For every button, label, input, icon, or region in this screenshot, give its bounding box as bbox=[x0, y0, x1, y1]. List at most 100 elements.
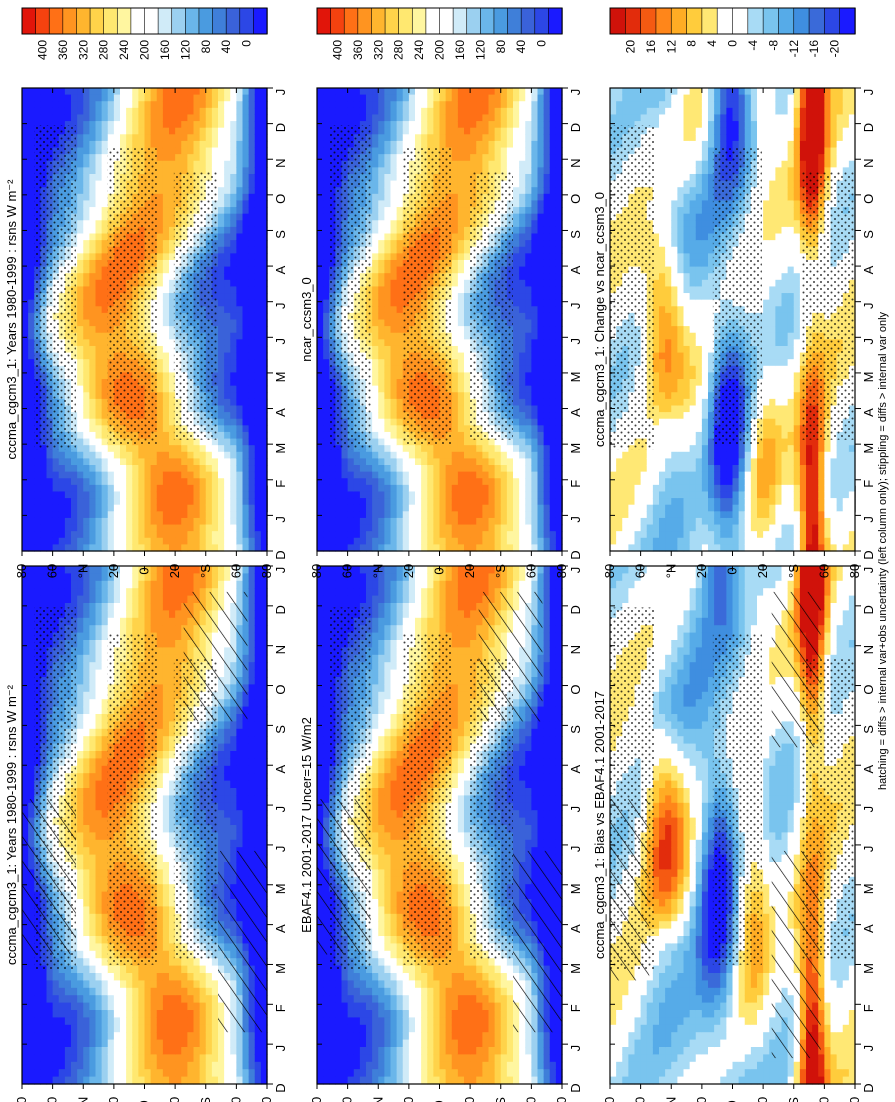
heat-cell bbox=[95, 832, 103, 841]
heat-cell bbox=[89, 773, 97, 782]
heat-cell bbox=[89, 451, 97, 459]
heat-cell bbox=[46, 121, 54, 129]
heat-cell bbox=[89, 127, 97, 135]
heat-cell bbox=[95, 458, 103, 466]
heat-cell bbox=[138, 478, 146, 486]
heat-cell bbox=[77, 751, 84, 759]
heat-cell bbox=[150, 517, 158, 526]
heat-cell bbox=[156, 684, 164, 693]
heat-cell bbox=[126, 1047, 133, 1055]
heat-cell bbox=[162, 484, 170, 493]
heat-cell bbox=[138, 1017, 146, 1026]
heat-cell bbox=[22, 88, 29, 96]
heat-cell bbox=[89, 654, 97, 663]
heat-cell bbox=[150, 140, 158, 149]
heat-cell bbox=[28, 180, 35, 188]
time-tick-label: J bbox=[273, 806, 288, 813]
heat-cell bbox=[52, 121, 60, 129]
heat-cell bbox=[162, 445, 170, 453]
heat-cell bbox=[89, 721, 97, 730]
heat-cell bbox=[58, 498, 66, 506]
heat-cell bbox=[169, 471, 176, 479]
heat-cell bbox=[260, 758, 268, 767]
heat-cell bbox=[77, 1076, 84, 1085]
heat-cell bbox=[34, 566, 41, 574]
heat-cell bbox=[156, 699, 164, 708]
heat-cell bbox=[77, 498, 84, 506]
heat-cell bbox=[199, 1061, 207, 1070]
lat-tick-label: 20 bbox=[167, 1097, 182, 1102]
heat-cell bbox=[254, 765, 262, 774]
heat-cell bbox=[28, 1032, 35, 1041]
heat-cell bbox=[162, 511, 170, 519]
heat-cell bbox=[89, 471, 97, 479]
heat-cell bbox=[83, 458, 90, 466]
heat-cell bbox=[71, 121, 78, 129]
heat-cell bbox=[169, 1010, 176, 1018]
heat-cell bbox=[254, 566, 262, 574]
heat-cell bbox=[101, 412, 109, 420]
heat-cell bbox=[22, 193, 29, 202]
heat-cell bbox=[218, 773, 225, 782]
heat-cell bbox=[175, 1047, 182, 1055]
heat-cell bbox=[107, 88, 115, 96]
heat-cell bbox=[77, 669, 84, 678]
heat-cell bbox=[254, 825, 262, 833]
heat-cell bbox=[77, 721, 84, 730]
heat-cell bbox=[95, 94, 103, 102]
heat-cell bbox=[46, 517, 54, 526]
heat-cell bbox=[162, 958, 170, 967]
heat-cell bbox=[34, 1039, 41, 1048]
heat-cell bbox=[46, 1002, 54, 1011]
heat-cell bbox=[199, 1032, 207, 1041]
heat-cell bbox=[254, 721, 262, 730]
heat-cell bbox=[230, 566, 237, 574]
heat-cell bbox=[162, 147, 170, 155]
heat-cell bbox=[169, 728, 176, 737]
heat-cell bbox=[83, 625, 90, 634]
heat-cell bbox=[52, 566, 60, 574]
heat-cell bbox=[120, 973, 127, 981]
heat-cell bbox=[156, 869, 164, 878]
heat-cell bbox=[132, 566, 139, 574]
heat-cell bbox=[83, 1032, 90, 1041]
heat-cell bbox=[199, 107, 207, 116]
heat-cell bbox=[187, 1002, 195, 1011]
heat-cell bbox=[89, 728, 97, 737]
heat-cell bbox=[83, 471, 90, 479]
heat-cell bbox=[95, 958, 103, 967]
heat-cell bbox=[120, 114, 127, 122]
heat-cell bbox=[132, 478, 139, 486]
heat-cell bbox=[77, 980, 84, 989]
heat-cell bbox=[58, 1017, 66, 1026]
heat-cell bbox=[107, 471, 115, 479]
heat-cell bbox=[22, 312, 29, 321]
heat-cell bbox=[77, 603, 84, 611]
heat-cell bbox=[175, 531, 182, 539]
heat-cell bbox=[40, 973, 48, 981]
heat-cell bbox=[248, 1047, 256, 1055]
heat-cell bbox=[193, 1039, 201, 1048]
heat-cell bbox=[64, 1069, 72, 1078]
heat-cell bbox=[34, 498, 41, 506]
heat-cell bbox=[107, 1054, 115, 1063]
heat-cell bbox=[181, 537, 188, 545]
heat-cell bbox=[101, 617, 109, 626]
heat-cell bbox=[156, 788, 164, 796]
heat-cell bbox=[95, 121, 103, 129]
heat-cell bbox=[187, 573, 195, 582]
heat-cell bbox=[77, 566, 84, 574]
heat-cell bbox=[58, 465, 66, 473]
heat-cell bbox=[83, 580, 90, 589]
heat-cell bbox=[150, 134, 158, 142]
heat-cell bbox=[193, 134, 201, 142]
heat-cell bbox=[46, 114, 54, 122]
heat-cell bbox=[34, 580, 41, 589]
heat-cell bbox=[156, 445, 164, 453]
heat-cell bbox=[77, 580, 84, 589]
heat-cell bbox=[169, 101, 176, 109]
heat-cell bbox=[89, 1010, 97, 1018]
heat-cell bbox=[58, 1076, 66, 1085]
heat-cell bbox=[120, 1069, 127, 1078]
heat-cell bbox=[95, 899, 103, 907]
